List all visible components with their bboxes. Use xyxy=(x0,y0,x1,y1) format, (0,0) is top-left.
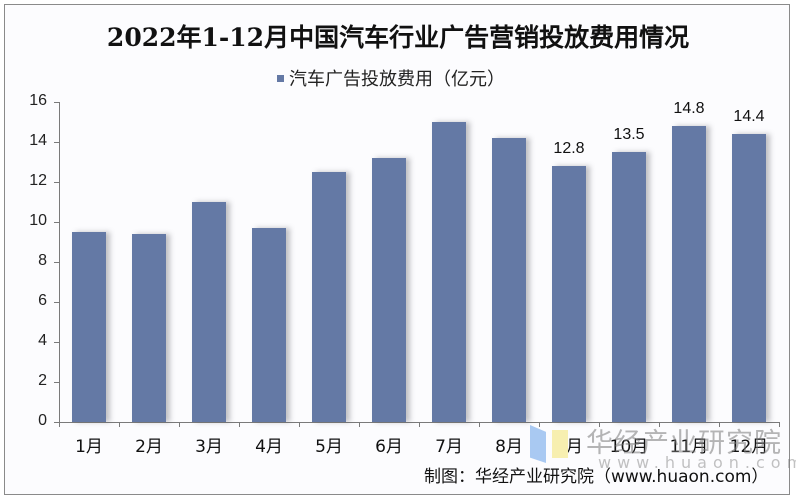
x-tick-label: 8月 xyxy=(495,437,523,457)
x-tick xyxy=(119,422,120,427)
watermark-logo-icon-secondary xyxy=(552,430,568,458)
x-tick xyxy=(719,422,720,427)
watermark-text: 华经产业研究院 xyxy=(586,428,782,459)
x-tick xyxy=(779,422,780,427)
legend-label: 汽车广告投放费用（亿元） xyxy=(289,69,505,90)
y-tick-label: 4 xyxy=(38,332,47,349)
y-tick xyxy=(54,182,59,183)
x-tick-label: 10月 xyxy=(609,437,649,457)
bar xyxy=(72,232,106,422)
legend: 汽车广告投放费用（亿元） xyxy=(277,66,505,90)
x-tick xyxy=(59,422,60,427)
x-tick xyxy=(299,422,300,427)
data-label: 14.8 xyxy=(673,100,705,117)
bar xyxy=(312,172,346,422)
bar xyxy=(432,122,466,422)
bar xyxy=(252,228,286,422)
y-tick-label: 14 xyxy=(29,132,47,149)
x-tick-label: 4月 xyxy=(255,437,283,457)
y-tick-label: 8 xyxy=(38,252,47,269)
bar xyxy=(132,234,166,422)
y-tick xyxy=(54,382,59,383)
x-tick-label: 7月 xyxy=(435,437,463,457)
y-tick-label: 6 xyxy=(38,292,47,309)
legend-swatch-icon xyxy=(277,74,284,82)
y-tick-label: 0 xyxy=(38,412,47,429)
x-tick-label: 5月 xyxy=(315,437,343,457)
x-tick-label: 6月 xyxy=(375,437,403,457)
x-tick xyxy=(239,422,240,427)
y-tick-label: 2 xyxy=(38,372,47,389)
data-label: 13.5 xyxy=(613,126,645,143)
bar xyxy=(672,126,706,422)
watermark-url: www.huaon.com xyxy=(598,453,796,472)
bar xyxy=(732,134,766,422)
bar xyxy=(372,158,406,422)
data-label: 14.4 xyxy=(733,108,765,125)
bar xyxy=(492,138,526,422)
x-tick-label: 1月 xyxy=(75,437,103,457)
x-tick-label: 11月 xyxy=(669,437,709,457)
y-tick xyxy=(54,342,59,343)
bar xyxy=(612,152,646,422)
y-tick xyxy=(54,262,59,263)
bar xyxy=(552,166,586,422)
data-label: 12.8 xyxy=(553,140,585,157)
y-tick xyxy=(54,222,59,223)
x-tick-label: 12月 xyxy=(729,437,769,457)
y-tick xyxy=(54,142,59,143)
x-tick xyxy=(479,422,480,427)
y-tick xyxy=(54,422,59,423)
x-tick xyxy=(539,422,540,427)
source-caption: 制图：华经产业研究院（www.huaon.com） xyxy=(424,467,769,487)
x-tick xyxy=(359,422,360,427)
x-tick xyxy=(179,422,180,427)
x-tick-label: 2月 xyxy=(135,437,163,457)
y-tick-label: 10 xyxy=(29,212,47,229)
y-axis xyxy=(59,102,60,423)
y-tick xyxy=(54,302,59,303)
x-tick xyxy=(419,422,420,427)
x-tick-label: 3月 xyxy=(195,437,223,457)
y-tick xyxy=(54,102,59,103)
x-tick xyxy=(659,422,660,427)
chart-title: 2022年1-12月中国汽车行业广告营销投放费用情况 xyxy=(106,23,690,52)
bar xyxy=(192,202,226,422)
watermark-logo-icon xyxy=(530,425,546,463)
y-tick-label: 16 xyxy=(29,92,47,109)
x-tick xyxy=(599,422,600,427)
y-tick-label: 12 xyxy=(29,172,47,189)
